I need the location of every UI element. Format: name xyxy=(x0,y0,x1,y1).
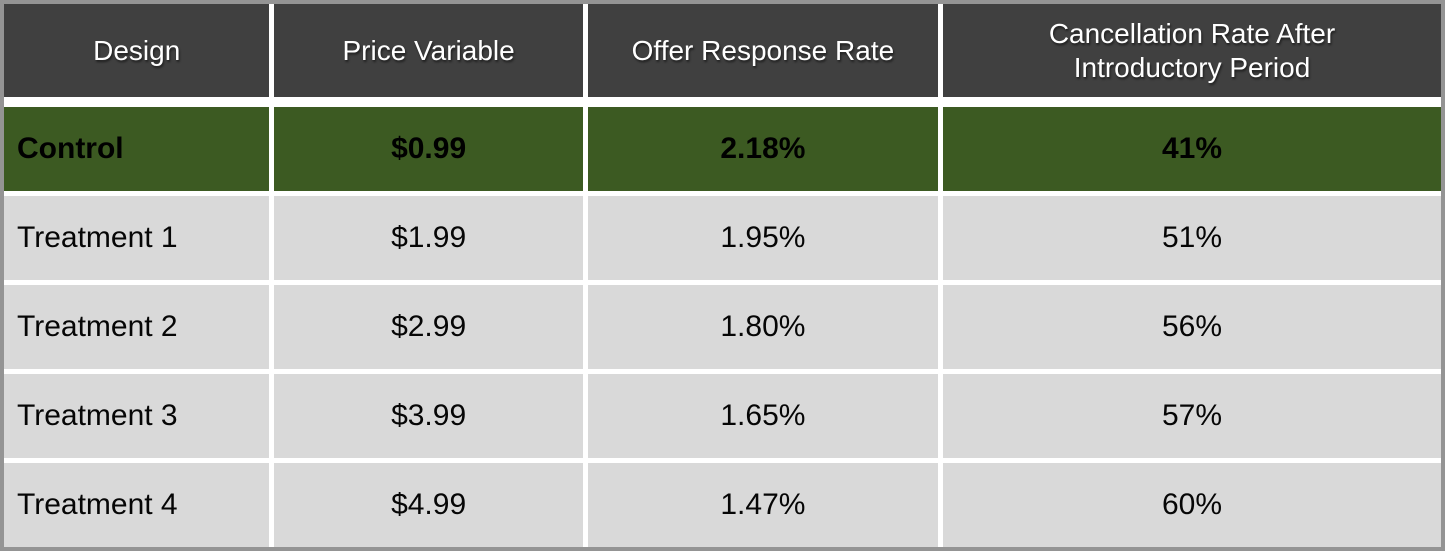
header-price-variable-label: Price Variable xyxy=(342,34,515,66)
cell-treatment4-price: $4.99 xyxy=(274,463,583,547)
cell-control-response: 2.18% xyxy=(587,107,939,191)
header-price-variable: Price Variable xyxy=(274,4,583,97)
cell-treatment4-response: 1.47% xyxy=(587,463,939,547)
cell-treatment3-price: $3.99 xyxy=(274,374,583,458)
table-row-treatment-2: Treatment 2 $2.99 1.80% 56% xyxy=(4,285,1441,369)
header-cancellation-rate-label: Cancellation Rate After Introductory Per… xyxy=(1048,17,1336,83)
cell-treatment3-cancellation: 57% xyxy=(943,374,1441,458)
table-row-treatment-1: Treatment 1 $1.99 1.95% 51% xyxy=(4,196,1441,280)
cell-treatment2-design: Treatment 2 xyxy=(4,285,270,369)
cell-control-price: $0.99 xyxy=(274,107,583,191)
cell-treatment2-response: 1.80% xyxy=(587,285,939,369)
table-row-treatment-3: Treatment 3 $3.99 1.65% 57% xyxy=(4,374,1441,458)
cell-treatment1-design: Treatment 1 xyxy=(4,196,270,280)
header-design: Design xyxy=(4,4,270,97)
cell-treatment3-response: 1.65% xyxy=(587,374,939,458)
cell-treatment4-cancellation: 60% xyxy=(943,463,1441,547)
cell-treatment4-design: Treatment 4 xyxy=(4,463,270,547)
cell-control-cancellation: 41% xyxy=(943,107,1441,191)
cell-treatment2-price: $2.99 xyxy=(274,285,583,369)
header-design-label: Design xyxy=(93,34,181,66)
table-row-treatment-4: Treatment 4 $4.99 1.47% 60% xyxy=(4,463,1441,547)
cell-control-design: Control xyxy=(4,107,270,191)
table-header-row: Design Price Variable Offer Response Rat… xyxy=(4,4,1441,97)
cell-treatment2-cancellation: 56% xyxy=(943,285,1441,369)
cell-treatment3-design: Treatment 3 xyxy=(4,374,270,458)
header-cancellation-rate: Cancellation Rate After Introductory Per… xyxy=(943,4,1441,97)
cell-treatment1-response: 1.95% xyxy=(587,196,939,280)
cell-treatment1-cancellation: 51% xyxy=(943,196,1441,280)
cell-treatment1-price: $1.99 xyxy=(274,196,583,280)
table-row-control: Control $0.99 2.18% 41% xyxy=(4,107,1441,191)
pricing-results-table: Design Price Variable Offer Response Rat… xyxy=(4,4,1441,547)
header-offer-response-rate: Offer Response Rate xyxy=(587,4,939,97)
header-offer-response-rate-label: Offer Response Rate xyxy=(631,34,895,66)
